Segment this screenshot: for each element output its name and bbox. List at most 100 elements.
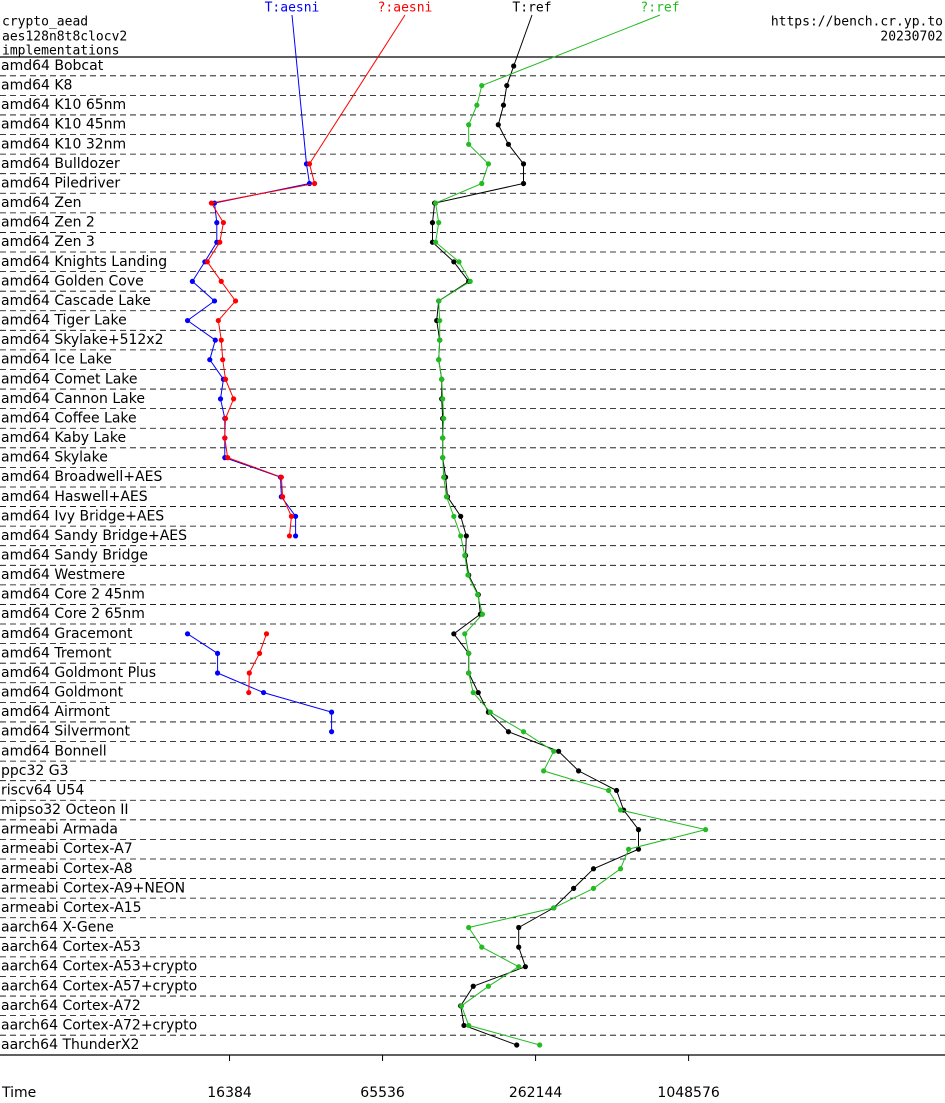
data-point [466,122,472,128]
data-point [475,689,481,696]
data-point [260,689,267,696]
source: https://bench.cr.yp.to [771,15,943,30]
data-point [440,396,446,402]
data-point [462,631,468,637]
data-point [466,924,472,931]
data-point [328,709,335,715]
x-tick-label: 16384 [207,1085,252,1101]
row-label: amd64 Sandy Bridge [1,548,148,564]
row-label: amd64 Skylake+512x2 [1,332,163,348]
data-point [617,807,624,813]
data-point [429,220,436,226]
data-point [635,846,642,852]
row-label: aarch64 Cortex-A72 [1,998,141,1014]
data-point [208,200,214,206]
row-label: amd64 K10 65nm [1,97,126,113]
data-point [520,161,527,167]
chart-subtitle: aes128n8t8clocv2 [2,30,127,45]
data-point [479,611,486,617]
data-point [437,337,443,343]
data-point [537,1042,543,1048]
data-point [575,768,582,774]
data-point [571,885,577,891]
data-point [440,435,446,441]
row-label: armeabi Cortex-A7 [1,841,133,857]
data-point [256,650,263,657]
data-point [232,298,239,304]
data-point [212,337,218,343]
data-point [463,533,469,539]
series-line [435,85,706,1046]
data-point [485,161,492,167]
data-point [280,494,286,500]
row-label: amd64 Knights Landing [1,254,167,270]
chart-title: crypto_aead [2,15,88,30]
data-point [462,552,468,559]
row-label: armeabi Cortex-A9+NEON [1,880,185,896]
data-point [311,180,318,187]
data-point [215,317,221,324]
row-label: aarch64 ThunderX2 [1,1037,139,1053]
row-label: amd64 Tremont [1,645,112,661]
row-label: amd64 Skylake [1,450,108,466]
data-point [218,278,224,284]
data-point [436,357,442,363]
data-point [461,1022,467,1029]
data-point [222,376,229,382]
row-label: amd64 Cannon Lake [1,391,145,407]
row-label: amd64 Core 2 65nm [1,606,145,622]
data-point [467,278,473,284]
row-label: amd64 K10 45nm [1,117,126,133]
row-label: ppc32 G3 [1,763,69,779]
row-label: amd64 Bobcat [1,58,104,74]
data-point [207,357,213,363]
data-point [541,768,547,774]
data-point [222,415,229,422]
data-point [441,415,447,422]
data-point [458,533,464,539]
data-point [204,259,210,265]
row-label: amd64 Goldmont Plus [1,665,156,681]
data-point [184,317,191,324]
row-label: amd64 K10 32nm [1,136,126,152]
row-label: amd64 Kaby Lake [1,430,126,446]
data-point [606,787,612,794]
data-point [470,983,476,989]
data-point [278,474,284,480]
series-label: T:aesni [265,1,320,16]
data-point [458,1003,465,1009]
row-label: riscv64 U54 [1,782,84,798]
data-point [500,102,507,108]
row-label: aarch64 Cortex-A72+crypto [1,1017,197,1033]
data-point [556,748,562,754]
data-point [439,376,445,382]
row-label: amd64 Cascade Lake [1,293,151,309]
row-label: amd64 Ivy Bridge+AES [1,508,164,524]
data-point [466,650,472,657]
row-label: amd64 Bonnell [1,743,107,759]
row-label: amd64 Zen [1,195,81,211]
data-point [479,180,485,187]
data-point [214,220,220,226]
data-point [286,533,293,539]
data-point [617,866,624,872]
data-point [466,670,472,676]
data-point [189,278,195,284]
row-label: amd64 Core 2 45nm [1,587,145,603]
data-point [514,1042,520,1048]
data-point [328,729,335,735]
data-point [451,513,457,519]
row-label: amd64 Comet Lake [1,371,138,387]
row-label: amd64 Sandy Bridge+AES [1,528,187,544]
data-point [551,905,557,911]
data-point [214,650,221,657]
row-label: armeabi Armada [1,822,118,838]
series-label-connector [309,14,406,165]
data-point [487,709,493,715]
data-point [522,964,528,970]
data-point [222,435,228,441]
series-label-connector [291,14,307,164]
data-point [474,102,480,108]
